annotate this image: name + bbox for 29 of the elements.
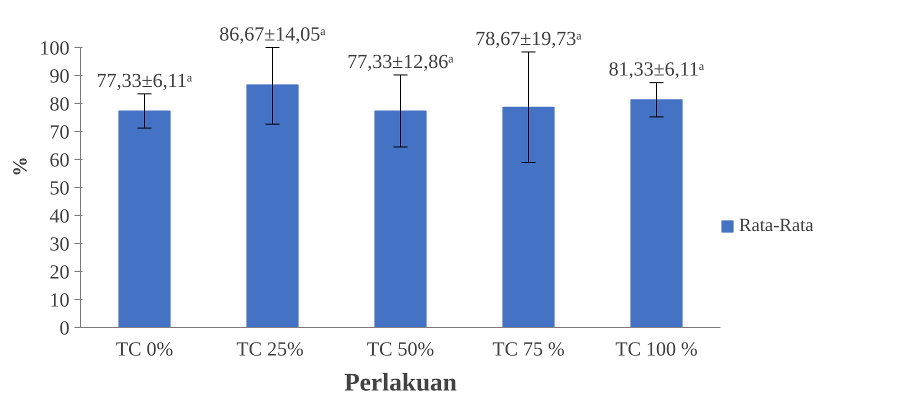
bar	[502, 106, 555, 328]
y-tick-label: 30	[50, 234, 70, 256]
data-label: 78,67±19,73ᵃ	[475, 28, 582, 50]
data-label: 77,33±12,86ᵃ	[347, 50, 454, 73]
x-tick-label: TC 50%	[366, 338, 434, 360]
y-tick-label: 0	[60, 318, 70, 340]
data-label: 86,67±14,05ᵃ	[219, 24, 326, 46]
x-tick-label: TC 100 %	[615, 338, 698, 360]
x-tick-label: TC 75 %	[492, 338, 565, 360]
bar	[374, 110, 427, 328]
y-tick-label: 40	[50, 206, 70, 228]
y-tick-label: 60	[50, 150, 70, 172]
data-label: 81,33±6,11ᵃ	[608, 58, 705, 81]
bar	[118, 110, 171, 328]
y-tick-label: 10	[50, 290, 70, 312]
y-axis-title: %	[10, 156, 32, 176]
x-axis-title: Perlakuan	[344, 368, 457, 396]
data-label: 77,33±6,11ᵃ	[96, 70, 193, 92]
legend-label: Rata-Rata	[739, 215, 814, 237]
y-tick-label: 100	[40, 38, 70, 60]
y-tick-label: 50	[50, 178, 70, 200]
bar	[630, 99, 683, 328]
x-tick-label: TC 25%	[236, 338, 304, 360]
bar	[246, 84, 299, 328]
y-tick-label: 80	[50, 94, 70, 116]
x-tick-label: TC 0%	[116, 338, 174, 360]
y-tick-label: 20	[50, 262, 70, 284]
y-tick-label: 90	[50, 66, 70, 88]
y-tick-label: 70	[50, 122, 70, 144]
